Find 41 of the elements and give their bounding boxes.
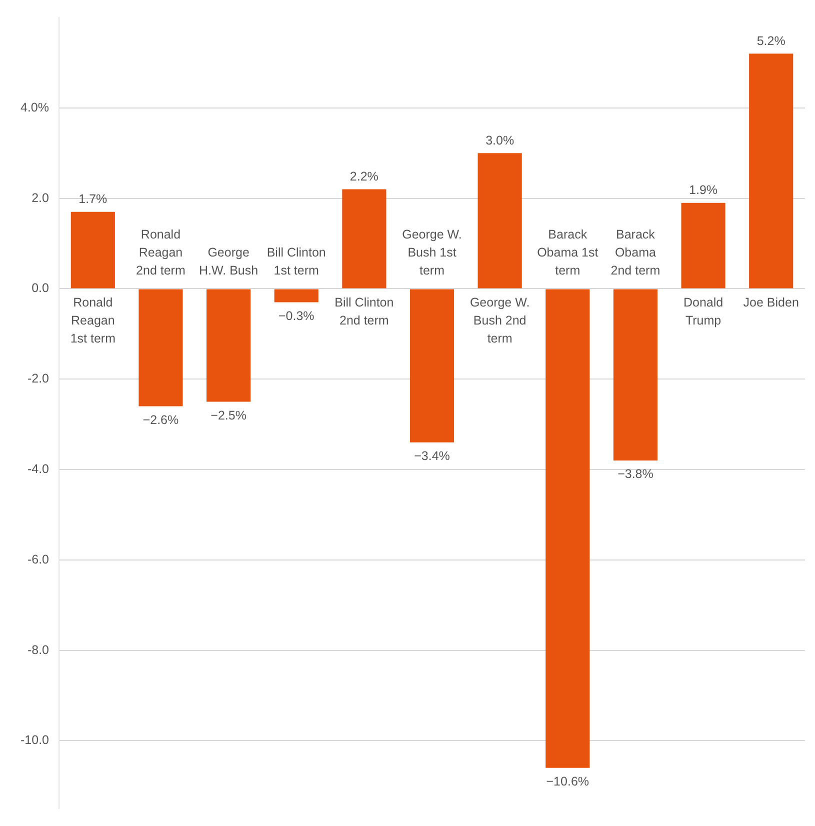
x-tick-label: George W. Bush 1st term [402, 227, 462, 278]
data-label: 3.0% [486, 133, 514, 148]
bar [342, 189, 386, 288]
y-tick-label: 0.0 [32, 281, 50, 296]
data-label: −0.3% [278, 308, 314, 323]
y-tick-label: -4.0 [27, 462, 50, 476]
data-label: −3.8% [618, 467, 654, 482]
data-label: 5.2% [756, 34, 786, 48]
x-tick-label: George W. Bush 2nd term [470, 295, 530, 346]
y-tick-label: 2.0 [32, 190, 50, 205]
bar [613, 289, 658, 460]
bar [138, 289, 183, 406]
x-tick-label: Bill Clinton 2nd term [334, 295, 394, 328]
data-label: 2.2% [350, 169, 378, 184]
x-tick-label: Joe Biden [743, 295, 799, 310]
y-tick-label: -2.0 [27, 372, 50, 386]
bar [546, 289, 590, 768]
bar [478, 153, 522, 288]
bar [70, 212, 115, 288]
data-label: −10.6% [546, 774, 590, 789]
bar [681, 202, 726, 288]
x-tick-label: Ronald Reagan 1st term [70, 295, 116, 346]
x-tick-label: Barack Obama 1st term [537, 227, 599, 278]
data-label: 1.9% [689, 183, 718, 198]
x-tick-label: Ronald Reagan 2nd term [136, 227, 186, 278]
data-label: −2.5% [210, 408, 246, 422]
data-label: −2.6% [142, 412, 179, 427]
x-tick-label: Donald Trump [683, 295, 724, 328]
bar [410, 289, 454, 442]
y-tick-label: -6.0 [27, 552, 50, 566]
y-tick-label: 4.0% [20, 100, 49, 114]
y-tick-label: -10.0 [20, 733, 50, 748]
bar [206, 289, 251, 402]
x-tick-label: Barack Obama 2nd term [610, 227, 660, 278]
bar [749, 54, 794, 288]
bar [274, 289, 318, 302]
x-tick-label: George H.W. Bush [199, 245, 258, 278]
data-label: −3.4% [414, 449, 450, 464]
data-label: 1.7% [78, 192, 108, 206]
x-tick-label: Bill Clinton 1st term [266, 245, 326, 278]
y-tick-label: -8.0 [27, 642, 50, 657]
